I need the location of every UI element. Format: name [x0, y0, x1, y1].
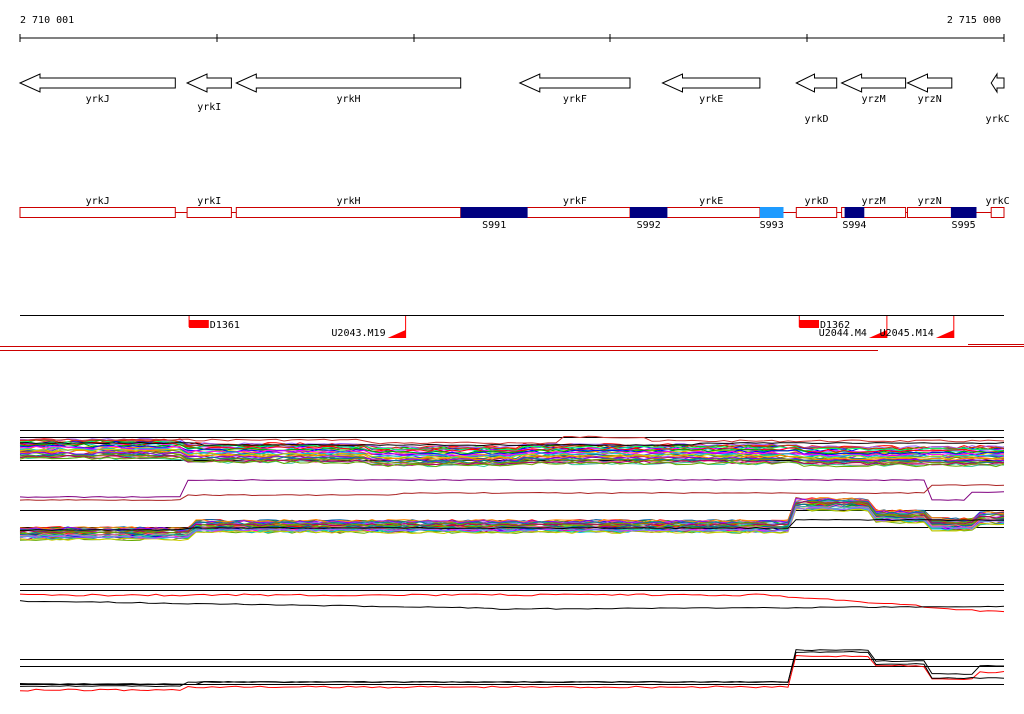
profile-line: [19, 439, 1005, 451]
gene-arrow: [18, 73, 176, 93]
profile-line: [19, 650, 1005, 686]
gene-arrow-label: yrkD: [804, 114, 828, 125]
gene-arrow-label: yrkJ: [86, 94, 110, 105]
profile-line: [19, 447, 1005, 458]
gene-arrow: [906, 73, 953, 93]
gene-box-label: yrzN: [918, 196, 942, 207]
feature-label: U2044.M4: [819, 328, 867, 339]
profile-line: [19, 478, 1005, 501]
profile-line: [19, 508, 1005, 542]
profile-line: [20, 518, 1005, 531]
gene-box: [519, 207, 631, 218]
track-separator: [0, 344, 1024, 351]
segment-label: S994: [842, 220, 866, 231]
expression-panel-top: [19, 430, 1005, 468]
gene-box: [990, 207, 1005, 218]
gene-box-label: yrkC: [986, 196, 1010, 207]
gene-box-track: yrkJ yrkI yrkH yrkF yrkE yrkD yrzM yrzN yrkC S99…: [19, 196, 1010, 231]
coordinate-ruler: 2 710 001 2 715 000: [19, 15, 1005, 42]
feature-triangle: [868, 330, 887, 338]
gene-box: [907, 207, 953, 218]
expression-panel-bottom: [19, 584, 1005, 613]
segment-block: [460, 207, 528, 218]
segment-label: S992: [637, 220, 661, 231]
profile-line: [19, 441, 1005, 447]
gene-box-label: yrkJ: [86, 196, 110, 207]
profile-line: [19, 649, 1004, 688]
feature-label: U2045.M14: [880, 328, 934, 339]
feature-triangle: [387, 330, 406, 338]
gene-box-label: yrkD: [804, 196, 828, 207]
feature-block: [189, 320, 209, 328]
profile-line: [19, 654, 1005, 692]
feature-label: U2043.M19: [331, 328, 385, 339]
profile-line: [19, 452, 1005, 464]
gene-arrow: [795, 73, 838, 93]
segment-label: S991: [482, 220, 506, 231]
profile-line: [19, 505, 1005, 538]
gene-arrow-label: yrkF: [563, 94, 587, 105]
ruler-end-label: 2 715 000: [947, 15, 1001, 26]
gene-arrow: [185, 73, 232, 93]
gene-arrow-label: yrkE: [699, 94, 723, 105]
expression-panel-lower: [19, 649, 1005, 692]
profile-line: [19, 593, 1005, 613]
gene-arrow: [235, 73, 462, 93]
segment-block: [630, 207, 668, 218]
profile-line: [19, 454, 1005, 466]
gene-arrow-track: yrkJ yrkI yrkH yrkF yrkE yrkD yrzM yrzN yrkC: [18, 72, 1010, 125]
segment-label: S995: [952, 220, 976, 231]
gene-arrow-label: yrzN: [918, 94, 942, 105]
segment-block: [950, 207, 977, 218]
profile-line: [19, 484, 1005, 501]
segment-label: S993: [760, 220, 784, 231]
gene-arrow-label: yrkC: [986, 114, 1010, 125]
profile-line: [19, 440, 1005, 452]
feature-block: [799, 320, 819, 328]
profile-line: [19, 497, 1005, 530]
profile-line: [19, 600, 1005, 610]
segment-block: [759, 207, 784, 218]
ruler-start-label: 2 710 001: [20, 15, 74, 26]
gene-box-label: yrzM: [862, 196, 886, 207]
gene-arrow: [661, 73, 761, 93]
profile-line: [19, 506, 1005, 539]
gene-arrow: [990, 72, 1005, 94]
profile-line: [19, 449, 1005, 461]
gene-box: [795, 207, 838, 218]
profile-line: [19, 435, 1005, 445]
segment-block: [844, 207, 865, 218]
gene-box: [841, 207, 907, 218]
gene-box: [186, 207, 232, 218]
profile-line: [19, 456, 1005, 468]
profile-line: [19, 441, 1005, 453]
gene-box: [235, 207, 462, 218]
gene-box-label: yrkF: [563, 196, 587, 207]
gene-arrow-label: yrzM: [862, 94, 886, 105]
gene-box-label: yrkE: [699, 196, 723, 207]
segment-blocks: S991 S992 S993 S994 S995: [460, 207, 977, 231]
gene-arrow-label: yrkI: [197, 102, 221, 113]
gene-arrow: [840, 73, 907, 93]
gene-box: [662, 207, 761, 218]
gene-arrow: [518, 73, 631, 93]
gene-arrow-label: yrkH: [336, 94, 360, 105]
expression-panel-middle: [19, 478, 1005, 542]
feature-label: D1361: [210, 320, 240, 331]
profile-line: [19, 444, 1005, 456]
profile-line: [19, 501, 1005, 534]
gene-box-label: yrkI: [197, 196, 221, 207]
feature-label: D1362: [820, 320, 850, 331]
gene-box-label: yrkH: [336, 196, 360, 207]
gene-box: [19, 207, 176, 218]
feature-triangle: [935, 330, 954, 338]
